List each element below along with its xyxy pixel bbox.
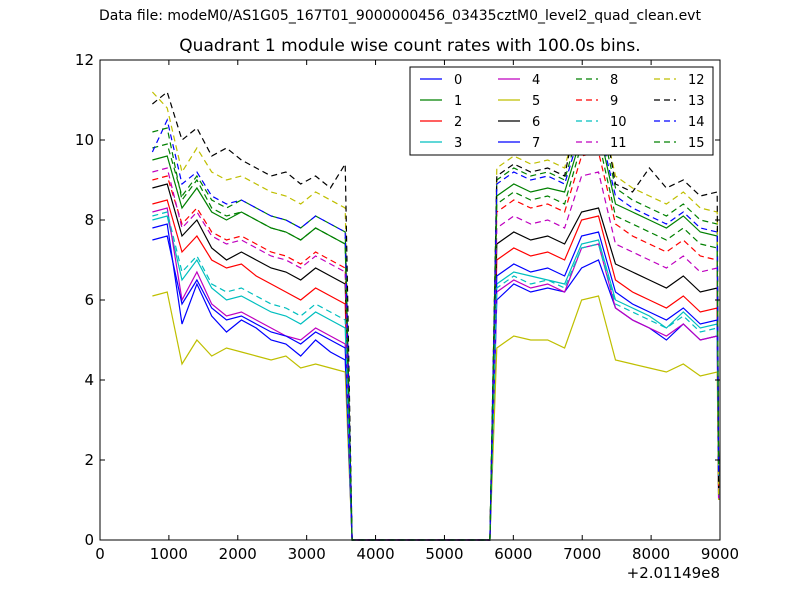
series-line-0 — [152, 223, 720, 541]
legend-label-8: 8 — [610, 73, 618, 88]
legend-label-2: 2 — [454, 115, 462, 130]
legend-label-9: 9 — [610, 94, 618, 109]
legend-label-11: 11 — [610, 136, 627, 151]
series-line-14 — [151, 118, 720, 541]
y-tick-label: 4 — [84, 371, 94, 389]
y-tick-label: 12 — [75, 51, 94, 69]
plot-lines — [151, 87, 720, 541]
series-line-2 — [152, 199, 720, 541]
x-tick-label: 1000 — [150, 545, 188, 563]
legend-label-0: 0 — [454, 73, 462, 88]
x-tick-label: 0 — [95, 545, 105, 563]
series-line-4 — [152, 207, 720, 541]
axis-ticks: 0 1000 2000 3000 4000 5000 6000 7000 8000 9000 0 2 4… — [75, 51, 739, 563]
legend-label-1: 1 — [454, 94, 462, 109]
x-tick-label: 4000 — [356, 545, 394, 563]
series-line-9 — [152, 151, 720, 541]
y-tick-label: 10 — [75, 131, 94, 149]
x-tick-label: 5000 — [425, 545, 463, 563]
legend-label-10: 10 — [610, 115, 627, 130]
x-tick-label: 7000 — [563, 545, 601, 563]
x-tick-label: 8000 — [632, 545, 670, 563]
series-line-8 — [152, 111, 720, 541]
figure-suptitle: Data file: modeM0/AS1G05_167T01_90000004… — [99, 8, 701, 24]
legend-label-14: 14 — [688, 115, 705, 130]
legend-label-6: 6 — [532, 115, 540, 130]
series-line-11 — [152, 167, 720, 541]
y-tick-label: 6 — [84, 291, 94, 309]
legend-box — [409, 66, 714, 156]
legend-label-3: 3 — [454, 136, 462, 151]
series-line-13 — [152, 87, 720, 541]
y-tick-label: 2 — [84, 451, 94, 469]
legend-label-7: 7 — [532, 136, 540, 151]
x-offset-label: +2.01149e8 — [627, 564, 720, 582]
y-tick-label: 0 — [84, 531, 94, 549]
legend-label-13: 13 — [688, 94, 705, 109]
legend-label-5: 5 — [532, 94, 540, 109]
legend-label-4: 4 — [532, 73, 540, 88]
y-tick-label: 8 — [84, 211, 94, 229]
legend-label-12: 12 — [688, 73, 705, 88]
legend-label-15: 15 — [688, 136, 705, 151]
x-tick-label: 3000 — [288, 545, 326, 563]
series-line-7 — [152, 231, 720, 541]
series-line-10 — [152, 211, 720, 541]
series-line-5 — [152, 291, 720, 541]
x-tick-label: 2000 — [219, 545, 257, 563]
series-line-12 — [151, 91, 720, 541]
x-tick-label: 6000 — [494, 545, 532, 563]
x-tick-label: 9000 — [701, 545, 739, 563]
chart-title: Quadrant 1 module wise count rates with … — [179, 36, 641, 56]
